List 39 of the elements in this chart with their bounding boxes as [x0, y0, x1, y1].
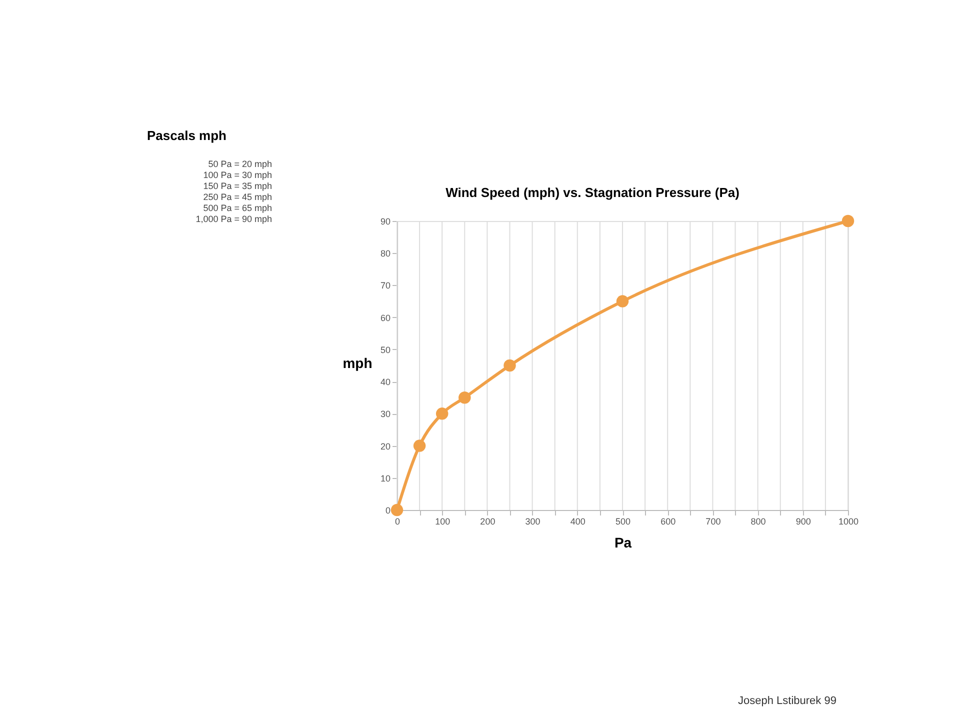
point — [504, 359, 516, 372]
point — [390, 504, 404, 516]
y-tick-label: 90 — [380, 216, 390, 226]
x-axis-title: Pa — [614, 534, 632, 550]
x-tick-label: 700 — [706, 516, 721, 526]
y-tick-label: 10 — [380, 473, 390, 484]
x-tick-label: 900 — [796, 516, 811, 526]
chart-title: Wind Speed (mph) vs. Stagnation Pressure (Pa) — [446, 185, 740, 200]
x-tick-label: 200 — [480, 516, 496, 526]
y-tick-label: 30 — [380, 409, 390, 420]
y-tick-label: 20 — [380, 441, 390, 452]
x-tick-label: 800 — [750, 516, 766, 526]
y-tick-label: 80 — [380, 248, 390, 259]
text: 150 Pa = 35 mph — [203, 181, 272, 191]
point — [616, 295, 629, 308]
x-tick-label: 500 — [615, 516, 631, 526]
text: Pascals mph — [147, 128, 227, 143]
text: 100 Pa = 30 mph — [203, 170, 272, 180]
text: 500 Pa = 65 mph — [203, 203, 272, 213]
text: 1,000 Pa = 90 mph — [196, 214, 272, 224]
x-tick-label: 0 — [394, 516, 400, 526]
y-tick-label: 40 — [380, 377, 390, 388]
text: 50 Pa = 20 mph — [208, 159, 272, 169]
x-tick-label: 600 — [660, 516, 676, 526]
point — [413, 440, 426, 452]
point — [436, 408, 448, 420]
y-tick-label: 0 — [385, 506, 390, 516]
text: 250 Pa = 45 mph — [203, 192, 272, 202]
y-tick-label: 50 — [380, 344, 390, 355]
x-tick-label: 1000 — [838, 516, 859, 526]
x-tick-label: 300 — [525, 516, 540, 526]
y-tick-label: 70 — [380, 280, 390, 291]
x-tick-label: 400 — [570, 516, 586, 526]
y-tick-label: 60 — [380, 312, 390, 323]
text: Joseph Lstiburek 99 — [738, 695, 836, 707]
x-tick-label: 100 — [435, 516, 450, 526]
point — [458, 392, 471, 404]
y-axis-title: mph — [342, 355, 372, 371]
point — [842, 214, 854, 228]
